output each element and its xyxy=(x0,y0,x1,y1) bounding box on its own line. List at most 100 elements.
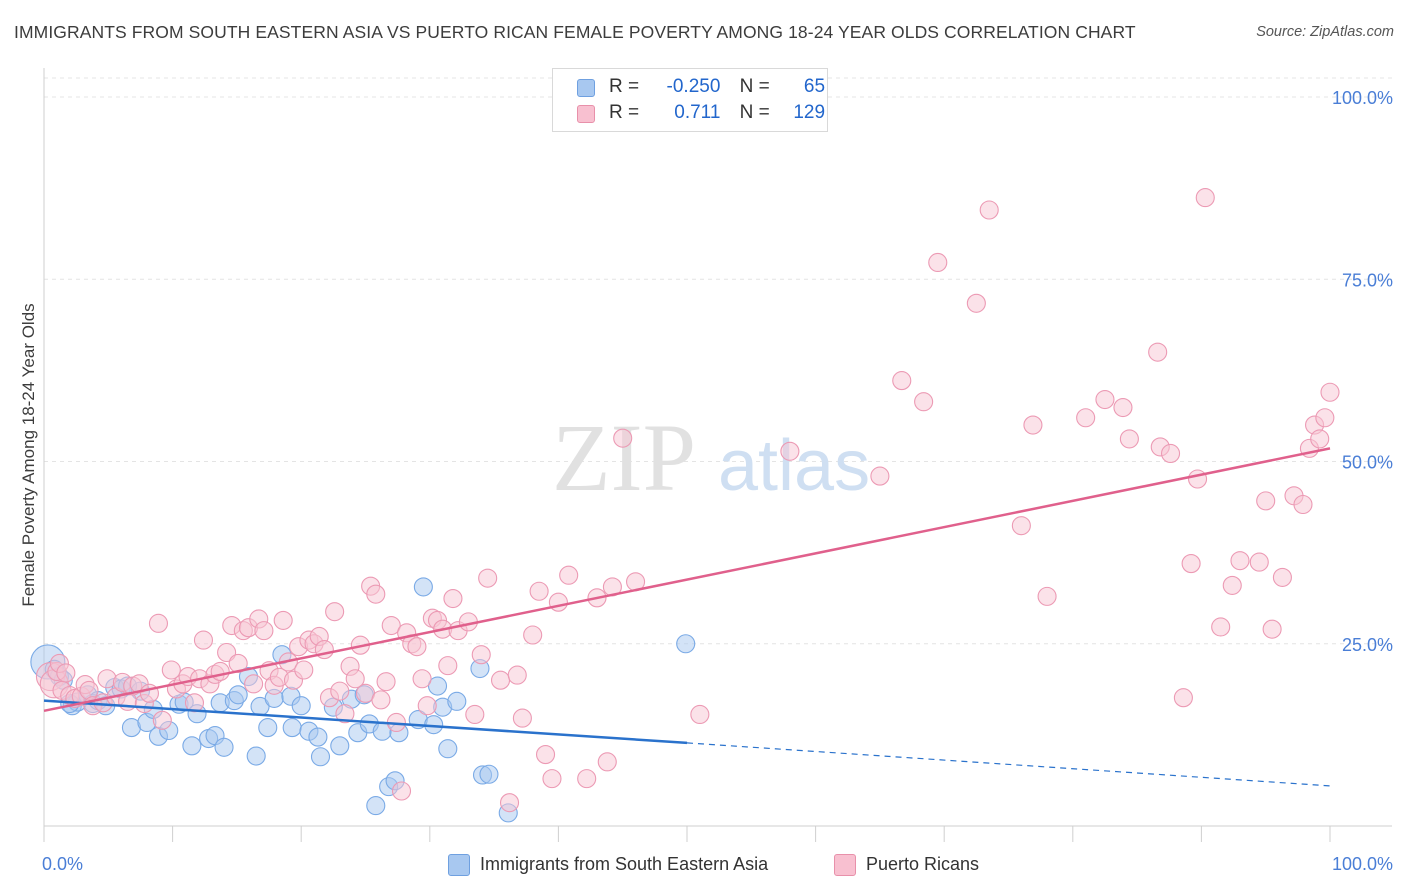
point-puerto-ricans xyxy=(892,371,912,391)
point-puerto-ricans xyxy=(1148,342,1168,362)
point-puerto-ricans xyxy=(376,672,396,692)
point-immigrants xyxy=(308,727,328,747)
point-immigrants xyxy=(479,764,499,784)
legend-n-value: 65 xyxy=(803,76,826,97)
point-puerto-ricans xyxy=(1262,619,1282,639)
axes xyxy=(43,68,1392,842)
point-immigrants xyxy=(366,796,386,816)
point-puerto-ricans xyxy=(443,589,463,609)
point-puerto-ricans xyxy=(161,660,181,680)
point-puerto-ricans xyxy=(512,708,532,728)
point-puerto-ricans xyxy=(1113,398,1133,418)
point-puerto-ricans xyxy=(542,769,562,789)
point-puerto-ricans xyxy=(345,669,365,689)
point-puerto-ricans xyxy=(597,752,617,772)
point-puerto-ricans xyxy=(1249,552,1269,572)
point-puerto-ricans xyxy=(325,602,345,622)
chart-title: IMMIGRANTS FROM SOUTH EASTERN ASIA VS PU… xyxy=(14,22,1136,42)
point-puerto-ricans xyxy=(780,441,800,461)
point-puerto-ricans xyxy=(1160,443,1181,464)
y-tick-label: 100.0% xyxy=(1332,88,1393,108)
point-immigrants xyxy=(228,685,248,705)
x-tick-label: 0.0% xyxy=(42,854,83,874)
point-immigrants xyxy=(413,577,433,597)
point-puerto-ricans xyxy=(152,710,172,730)
trend-line-puerto-ricans xyxy=(43,447,1331,713)
point-immigrants xyxy=(676,634,696,654)
point-puerto-ricans xyxy=(1272,567,1292,587)
point-puerto-ricans xyxy=(193,630,214,650)
point-puerto-ricans xyxy=(244,674,264,694)
point-puerto-ricans xyxy=(417,696,437,716)
legend-text-puerto-ricans: R = 0.711 N = 129 xyxy=(609,102,825,124)
point-puerto-ricans xyxy=(1037,586,1057,606)
point-immigrants xyxy=(447,691,467,711)
point-puerto-ricans xyxy=(1320,382,1340,402)
point-immigrants xyxy=(258,718,278,738)
x-tick-label: 100.0% xyxy=(1332,854,1393,874)
trend-line-immigrants-extension xyxy=(686,742,1331,787)
point-puerto-ricans xyxy=(471,645,491,665)
point-puerto-ricans xyxy=(1222,575,1242,595)
point-puerto-ricans xyxy=(490,670,511,690)
point-immigrants xyxy=(291,696,311,716)
point-puerto-ricans xyxy=(1076,408,1096,428)
point-puerto-ricans xyxy=(1310,429,1330,449)
point-puerto-ricans xyxy=(381,615,401,636)
legend-label-puerto-ricans: Puerto Ricans xyxy=(866,854,980,874)
point-puerto-ricans xyxy=(966,293,986,313)
legend-swatch-blue xyxy=(577,79,595,97)
point-puerto-ricans xyxy=(535,745,556,765)
y-tick-label: 75.0% xyxy=(1342,270,1393,290)
legend-r-value: 0.711 xyxy=(674,102,721,123)
watermark-zip: ZIP xyxy=(552,404,696,511)
point-puerto-ricans xyxy=(914,392,934,412)
point-puerto-ricans xyxy=(273,610,293,630)
point-puerto-ricans xyxy=(548,592,568,612)
point-puerto-ricans xyxy=(371,690,391,710)
legend-label-immigrants: Immigrants from South Eastern Asia xyxy=(480,854,769,874)
point-puerto-ricans xyxy=(1187,469,1208,489)
point-puerto-ricans xyxy=(478,568,498,588)
point-puerto-ricans xyxy=(613,428,633,448)
point-puerto-ricans xyxy=(559,565,579,585)
point-immigrants xyxy=(438,739,458,759)
point-puerto-ricans xyxy=(870,466,890,486)
point-puerto-ricans xyxy=(1023,415,1043,435)
y-tick-label: 50.0% xyxy=(1342,453,1393,473)
point-puerto-ricans xyxy=(335,704,355,724)
point-puerto-ricans xyxy=(407,637,427,657)
point-puerto-ricans xyxy=(1195,188,1215,208)
point-puerto-ricans xyxy=(1181,554,1201,574)
trend-lines xyxy=(43,447,1331,787)
y-tick-label: 25.0% xyxy=(1342,635,1393,655)
point-puerto-ricans xyxy=(1315,408,1335,428)
point-immigrants xyxy=(246,746,266,766)
correlation-legend: R = -0.250 N = 65 R = 0.711 N = 129 xyxy=(552,68,828,132)
legend-swatch-pink xyxy=(834,854,856,876)
y-axis-label: Female Poverty Among 18-24 Year Olds xyxy=(19,303,38,606)
point-immigrants xyxy=(282,718,302,738)
point-puerto-ricans xyxy=(294,660,314,680)
point-puerto-ricans xyxy=(1119,429,1139,449)
point-puerto-ricans xyxy=(330,681,350,701)
point-immigrants xyxy=(310,747,331,767)
point-puerto-ricans xyxy=(928,252,948,273)
tick-labels: 25.0% 50.0% 75.0% 100.0% 0.0% 100.0% xyxy=(42,88,1393,874)
point-puerto-ricans xyxy=(1293,494,1313,515)
legend-swatch-blue xyxy=(448,854,470,876)
series-legend: Immigrants from South Eastern Asia Puert… xyxy=(0,852,1406,878)
point-puerto-ricans xyxy=(412,669,432,689)
point-puerto-ricans xyxy=(148,613,169,633)
point-puerto-ricans xyxy=(56,663,76,683)
legend-n-label: N = xyxy=(739,102,770,123)
point-puerto-ricans xyxy=(1230,551,1250,571)
legend-swatch-pink xyxy=(577,105,595,123)
y-axis-label-group: Female Poverty Among 18-24 Year Olds xyxy=(19,303,38,606)
watermark-atlas: atlas xyxy=(718,426,870,506)
point-puerto-ricans xyxy=(217,642,237,663)
point-puerto-ricans xyxy=(1095,389,1115,410)
point-puerto-ricans xyxy=(577,769,597,789)
point-puerto-ricans xyxy=(438,656,458,676)
